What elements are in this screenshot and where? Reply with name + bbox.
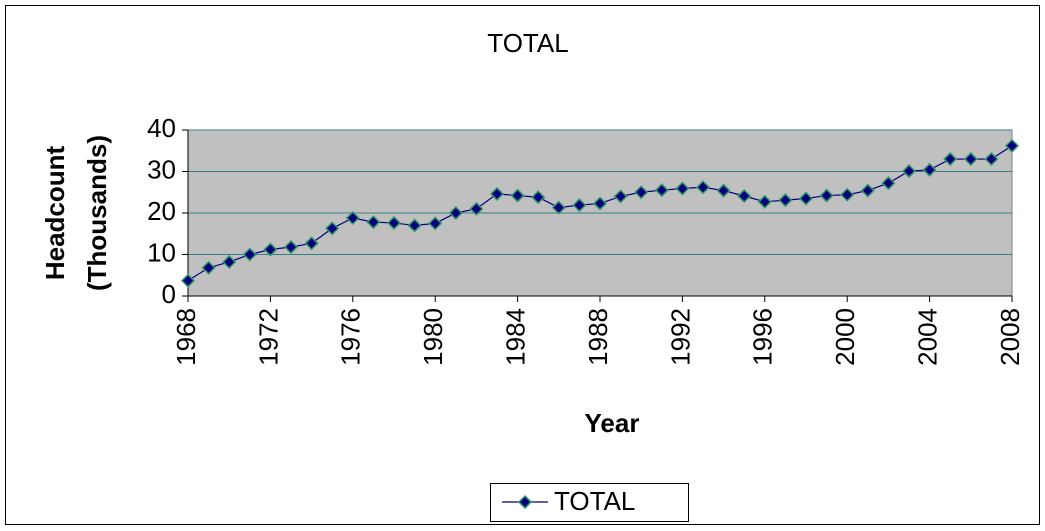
y-tick-label: 40 — [147, 113, 176, 143]
data-point — [819, 188, 834, 203]
data-point — [943, 151, 958, 167]
data-point — [757, 194, 772, 209]
data-point — [201, 260, 216, 275]
data-point — [551, 200, 566, 215]
data-point — [242, 247, 257, 262]
chart-title: TOTAL — [487, 28, 568, 58]
x-tick-label: 1996 — [748, 308, 778, 366]
data-point — [901, 164, 917, 179]
data-point — [778, 193, 793, 208]
data-point — [325, 221, 340, 236]
data-point — [716, 183, 731, 198]
data-point — [366, 215, 381, 230]
data-point — [798, 191, 814, 206]
x-tick-label: 1980 — [418, 308, 448, 366]
data-point — [222, 254, 237, 270]
data-point — [180, 273, 196, 288]
data-point — [860, 183, 875, 198]
x-tick-label: 1972 — [253, 308, 283, 366]
y-tick-label: 10 — [147, 237, 176, 267]
data-point — [737, 188, 752, 204]
x-axis-title: Year — [585, 408, 640, 438]
data-point — [963, 151, 978, 167]
data-point — [922, 162, 937, 177]
data-point — [531, 190, 546, 205]
data-point — [695, 180, 711, 195]
y-tick-label: 30 — [147, 154, 176, 184]
x-tick-label: 1988 — [583, 308, 613, 366]
x-tick-label: 1992 — [665, 308, 695, 366]
data-point — [448, 205, 463, 221]
data-point — [572, 198, 587, 213]
data-point — [984, 151, 999, 167]
data-point — [345, 210, 360, 226]
data-point — [613, 189, 628, 204]
data-point — [283, 239, 299, 255]
data-point — [263, 242, 278, 257]
data-point — [881, 176, 896, 191]
x-tick-label: 2004 — [912, 308, 942, 366]
data-point — [489, 186, 505, 201]
data-point — [634, 185, 649, 200]
x-tick-label: 2008 — [995, 308, 1025, 366]
data-point — [386, 215, 402, 231]
y-axis-title: (Thousands) — [82, 135, 112, 291]
legend-label: TOTAL — [554, 486, 635, 516]
data-point — [592, 196, 608, 211]
data-point — [675, 181, 690, 196]
legend-marker — [517, 494, 533, 510]
y-tick-label: 20 — [147, 196, 176, 226]
x-tick-label: 1976 — [336, 308, 366, 366]
data-point — [469, 201, 484, 216]
legend: TOTAL — [490, 483, 689, 522]
data-point — [1004, 138, 1020, 153]
y-tick-label: 0 — [162, 279, 176, 309]
data-point — [840, 187, 855, 202]
x-tick-label: 2000 — [830, 308, 860, 366]
y-axis-title: Headcount — [40, 145, 70, 280]
data-point — [654, 183, 669, 198]
data-point — [304, 236, 319, 251]
x-tick-label: 1984 — [500, 308, 530, 366]
data-point — [407, 218, 422, 233]
data-point — [510, 188, 525, 203]
data-point — [428, 216, 443, 231]
x-tick-label: 1968 — [171, 308, 201, 366]
